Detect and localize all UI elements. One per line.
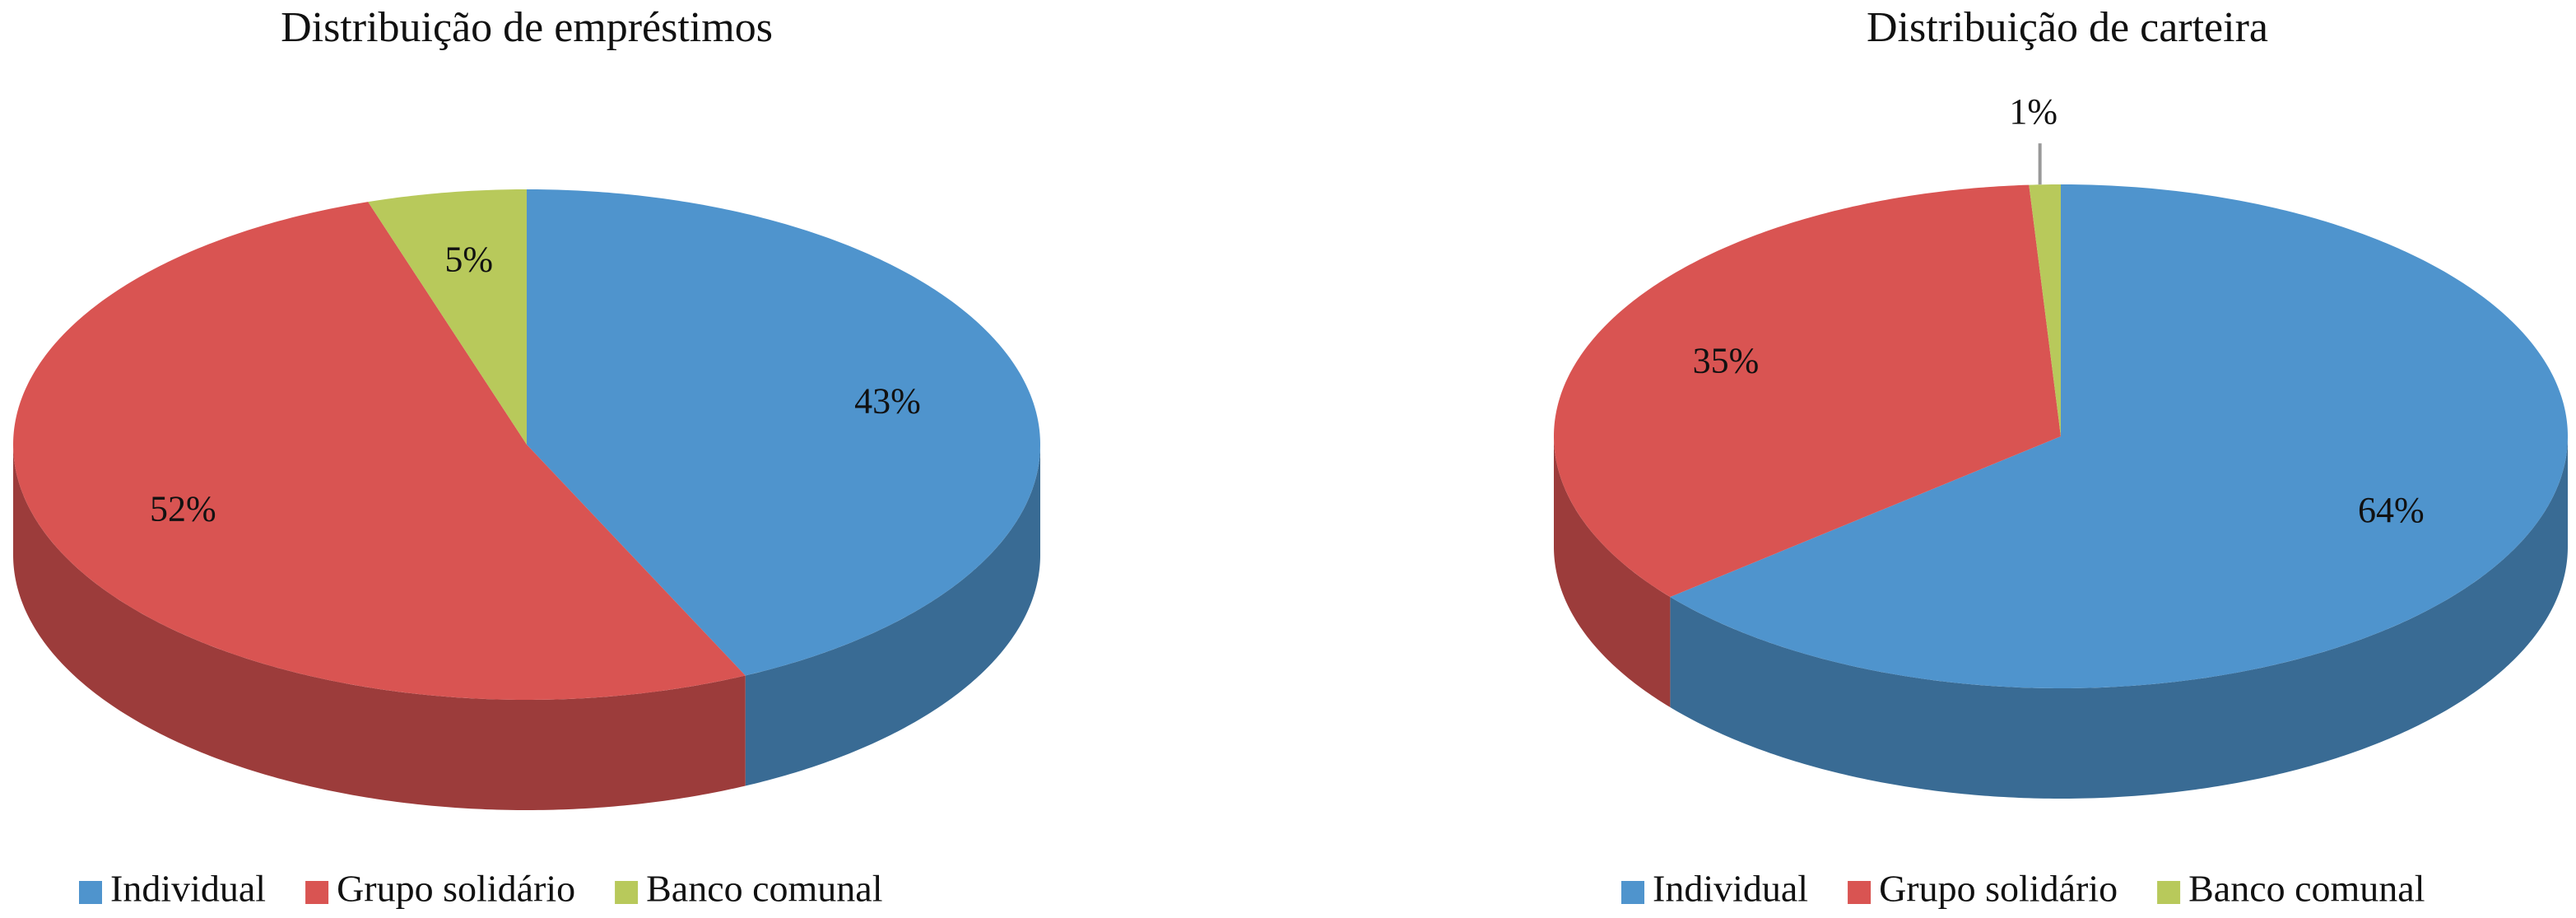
legend-label: Grupo solidário: [1879, 868, 2118, 910]
legend-swatch: [305, 881, 329, 904]
slice: [1670, 184, 2568, 688]
slice-side: [1670, 436, 2568, 799]
chart-title: Distribuição de empréstimos: [281, 4, 773, 51]
legend-swatch: [1848, 881, 1872, 904]
data-label: 43%: [854, 380, 921, 421]
data-label: 64%: [2358, 490, 2425, 530]
slice: [527, 189, 1040, 676]
legend-label: Grupo solidário: [337, 868, 575, 910]
legend-swatch: [79, 881, 102, 904]
legend-label: Banco comunal: [646, 868, 882, 910]
legend-label: Individual: [110, 868, 266, 910]
data-label: 35%: [1693, 341, 1760, 381]
data-label: 52%: [150, 488, 216, 529]
data-label: 5%: [444, 240, 493, 280]
slice: [1554, 184, 2061, 598]
legend-label: Individual: [1653, 868, 1808, 910]
slice: [13, 202, 746, 700]
legend-swatch: [2157, 881, 2181, 904]
slice-side: [745, 445, 1040, 786]
data-label: 1%: [2009, 91, 2058, 132]
legend-label: Banco comunal: [2188, 868, 2425, 910]
slice: [2029, 184, 2061, 436]
slice: [368, 189, 527, 445]
legend-swatch: [1621, 881, 1644, 904]
slice-side: [1554, 436, 1671, 708]
slice-side: [13, 445, 746, 810]
chart-title: Distribuição de carteira: [1867, 4, 2268, 51]
legend-swatch: [615, 881, 639, 904]
